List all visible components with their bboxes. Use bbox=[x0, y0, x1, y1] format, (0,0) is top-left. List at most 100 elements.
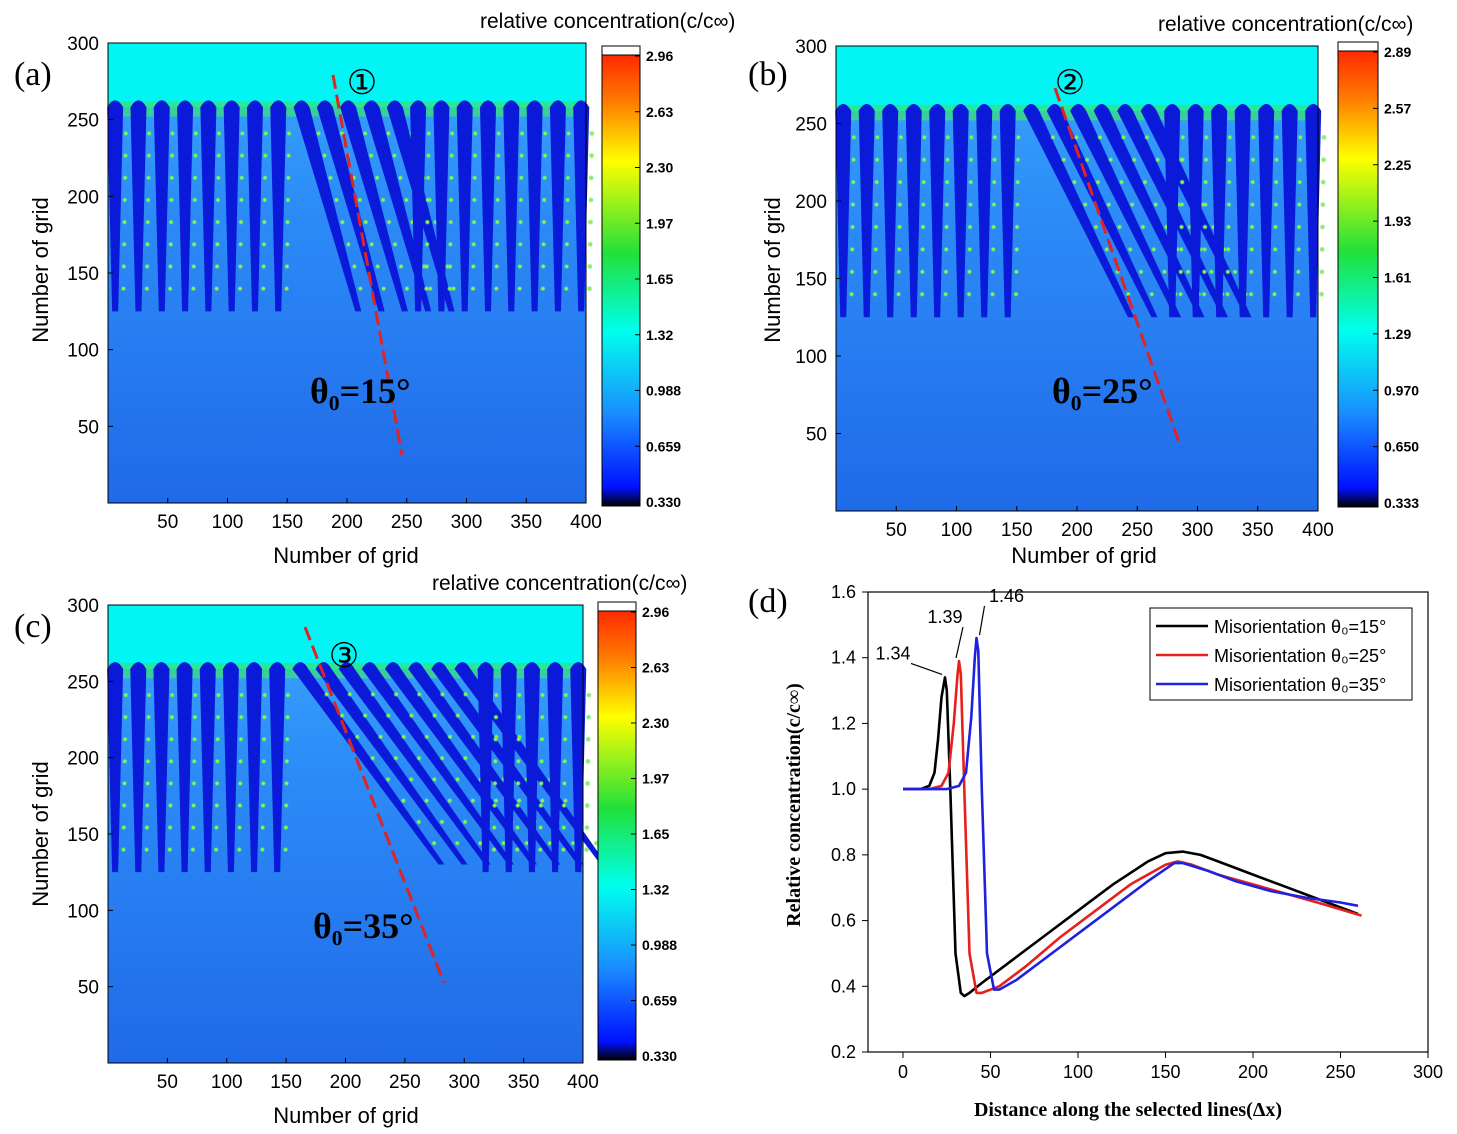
segregation-dot bbox=[491, 824, 497, 831]
segregation-dot bbox=[1142, 179, 1148, 185]
segregation-dot bbox=[392, 241, 398, 247]
segregation-dot bbox=[450, 286, 457, 292]
dendrite-array bbox=[835, 103, 1327, 318]
segregation-dot bbox=[462, 819, 468, 825]
segregation-dot bbox=[192, 692, 198, 698]
segregation-dot bbox=[898, 134, 904, 140]
segregation-dot bbox=[920, 246, 926, 252]
dendrite-trunk bbox=[1164, 103, 1181, 318]
segregation-dot bbox=[849, 269, 855, 275]
segregation-dot bbox=[921, 157, 927, 163]
segregation-dot bbox=[477, 840, 484, 846]
x-tick-label: 50 bbox=[157, 1072, 178, 1093]
segregation-dot bbox=[215, 219, 221, 225]
segregation-dot bbox=[539, 736, 545, 742]
y-tick-label: 0.6 bbox=[831, 911, 856, 931]
segregation-dot bbox=[542, 175, 548, 181]
segregation-dot bbox=[1202, 224, 1208, 230]
segregation-dot bbox=[516, 714, 522, 720]
liquid-region bbox=[108, 43, 586, 108]
colorbar bbox=[601, 45, 641, 507]
dendrite-trunk bbox=[199, 662, 216, 873]
segregation-dot bbox=[284, 714, 291, 720]
segregation-dot bbox=[357, 286, 363, 292]
segregation-dot bbox=[145, 197, 151, 203]
segregation-dot bbox=[283, 802, 289, 809]
segregation-dot bbox=[494, 263, 500, 270]
segregation-dot bbox=[283, 824, 289, 831]
y-axis-label: Relative concentration(c/c∞) bbox=[783, 683, 805, 927]
segregation-dot bbox=[1104, 246, 1110, 252]
x-tick-label: 150 bbox=[1001, 520, 1033, 541]
segregation-dot bbox=[515, 802, 521, 809]
x-tick-label: 350 bbox=[510, 512, 542, 533]
segregation-dot bbox=[585, 736, 591, 742]
segregation-dot bbox=[167, 286, 173, 292]
dendrite-trunk bbox=[456, 100, 473, 312]
segregation-dot bbox=[493, 736, 499, 742]
segregation-dot bbox=[168, 736, 175, 742]
segregation-dot bbox=[261, 219, 267, 225]
y-tick-label: 50 bbox=[78, 978, 99, 999]
segregation-dot bbox=[1127, 246, 1133, 252]
segregation-dot bbox=[284, 263, 290, 270]
dendrite-trunk bbox=[882, 103, 899, 318]
segregation-dot bbox=[472, 153, 478, 159]
segregation-dot bbox=[494, 219, 500, 225]
liquid-region bbox=[836, 46, 1318, 112]
panel-letter: (b) bbox=[748, 56, 788, 93]
segregation-dot bbox=[239, 153, 245, 159]
segregation-dot bbox=[517, 263, 523, 270]
segregation-dot bbox=[122, 197, 128, 203]
segregation-dot bbox=[1273, 157, 1280, 163]
segregation-dot bbox=[589, 130, 595, 137]
segregation-dot bbox=[424, 263, 430, 270]
segregation-dot bbox=[447, 734, 453, 740]
segregation-dot bbox=[587, 219, 594, 225]
segregation-dot bbox=[561, 802, 567, 809]
dendrite-trunk bbox=[270, 100, 287, 312]
segregation-dot bbox=[144, 286, 150, 292]
dendrite-trunk bbox=[1281, 103, 1298, 318]
segregation-dot bbox=[121, 219, 128, 225]
segregation-dot bbox=[215, 736, 221, 742]
dendrite-trunk bbox=[246, 100, 263, 312]
segregation-dot bbox=[426, 130, 432, 137]
segregation-dot bbox=[167, 824, 173, 831]
dendrite-trunk bbox=[1305, 103, 1322, 318]
segregation-dot bbox=[585, 714, 592, 720]
segregation-dot bbox=[190, 286, 197, 292]
dendrite-trunk bbox=[222, 662, 239, 873]
segregation-dot bbox=[539, 758, 545, 764]
x-tick-label: 250 bbox=[391, 512, 423, 533]
segregation-dot bbox=[1225, 269, 1231, 275]
segregation-dot bbox=[238, 219, 244, 225]
x-tick-label: 250 bbox=[389, 1072, 421, 1093]
y-tick-label: 300 bbox=[795, 37, 827, 58]
segregation-dot bbox=[425, 175, 431, 181]
segregation-dot bbox=[493, 692, 499, 698]
segregation-dot bbox=[259, 847, 265, 853]
segregation-dot bbox=[144, 263, 150, 270]
segregation-dot bbox=[448, 197, 454, 203]
dendrite-trunk bbox=[858, 103, 875, 318]
segregation-dot bbox=[425, 153, 432, 159]
segregation-dot bbox=[354, 734, 360, 740]
segregation-dot bbox=[236, 824, 243, 831]
dendrite-trunk bbox=[547, 662, 564, 873]
segregation-dot bbox=[872, 269, 878, 275]
segregation-dot bbox=[374, 175, 380, 181]
segregation-dot bbox=[541, 197, 547, 203]
segregation-dot bbox=[1319, 224, 1326, 230]
segregation-dot bbox=[213, 824, 220, 831]
y-tick-label: 50 bbox=[78, 417, 99, 438]
segregation-dot bbox=[564, 219, 570, 225]
segregation-dot bbox=[439, 819, 445, 825]
segregation-dot bbox=[990, 224, 997, 230]
segregation-dot bbox=[945, 134, 951, 140]
segregation-dot bbox=[262, 692, 268, 698]
peak-arrow bbox=[955, 626, 964, 659]
segregation-dot bbox=[562, 758, 568, 764]
y-tick-label: 0.8 bbox=[831, 845, 856, 865]
segregation-dot bbox=[1179, 201, 1185, 208]
